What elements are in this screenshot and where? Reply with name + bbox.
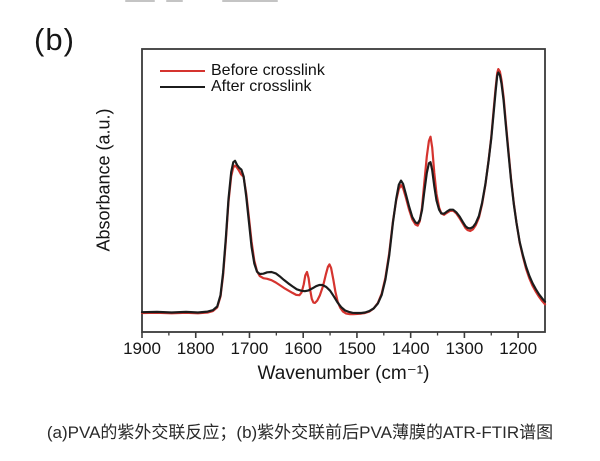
- panel-label: (b): [34, 22, 75, 57]
- y-axis-label: Absorbance (a.u.): [93, 108, 114, 252]
- x-tick-label: 1900: [123, 339, 161, 358]
- legend-line-black: [160, 85, 205, 89]
- figure-caption: (a)PVA的紫外交联反应；(b)紫外交联前后PVA薄膜的ATR-FTIR谱图: [46, 423, 554, 442]
- spectrum-plot: [140, 48, 547, 338]
- legend-label: After crosslink: [211, 78, 312, 95]
- legend: Before crosslink After crosslink: [160, 62, 325, 95]
- x-tick-label: 1200: [499, 339, 538, 358]
- x-axis-label: Wavenumber (cm⁻¹): [257, 363, 430, 384]
- plot-frame: [141, 48, 546, 333]
- x-tick-label: 1500: [338, 339, 376, 358]
- cropped-text-artifact: [166, 0, 183, 2]
- cropped-text-artifact: [125, 0, 155, 2]
- legend-label: Before crosslink: [211, 62, 325, 79]
- x-tick-label: 1800: [176, 339, 215, 358]
- legend-line-red: [160, 69, 205, 73]
- legend-item-before-crosslink: Before crosslink: [160, 62, 325, 79]
- x-tick-label: 1400: [391, 339, 430, 358]
- x-tick-label: 1700: [230, 339, 269, 358]
- legend-item-after-crosslink: After crosslink: [160, 78, 325, 95]
- ftir-chart: Absorbance (a.u.) Wavenumber (cm⁻¹) 1900…: [93, 48, 547, 384]
- x-tick-label: 1300: [445, 339, 484, 358]
- series-after-crosslink: [140, 71, 547, 315]
- cropped-text-artifact: [222, 0, 278, 2]
- x-tick-label: 1600: [284, 339, 323, 358]
